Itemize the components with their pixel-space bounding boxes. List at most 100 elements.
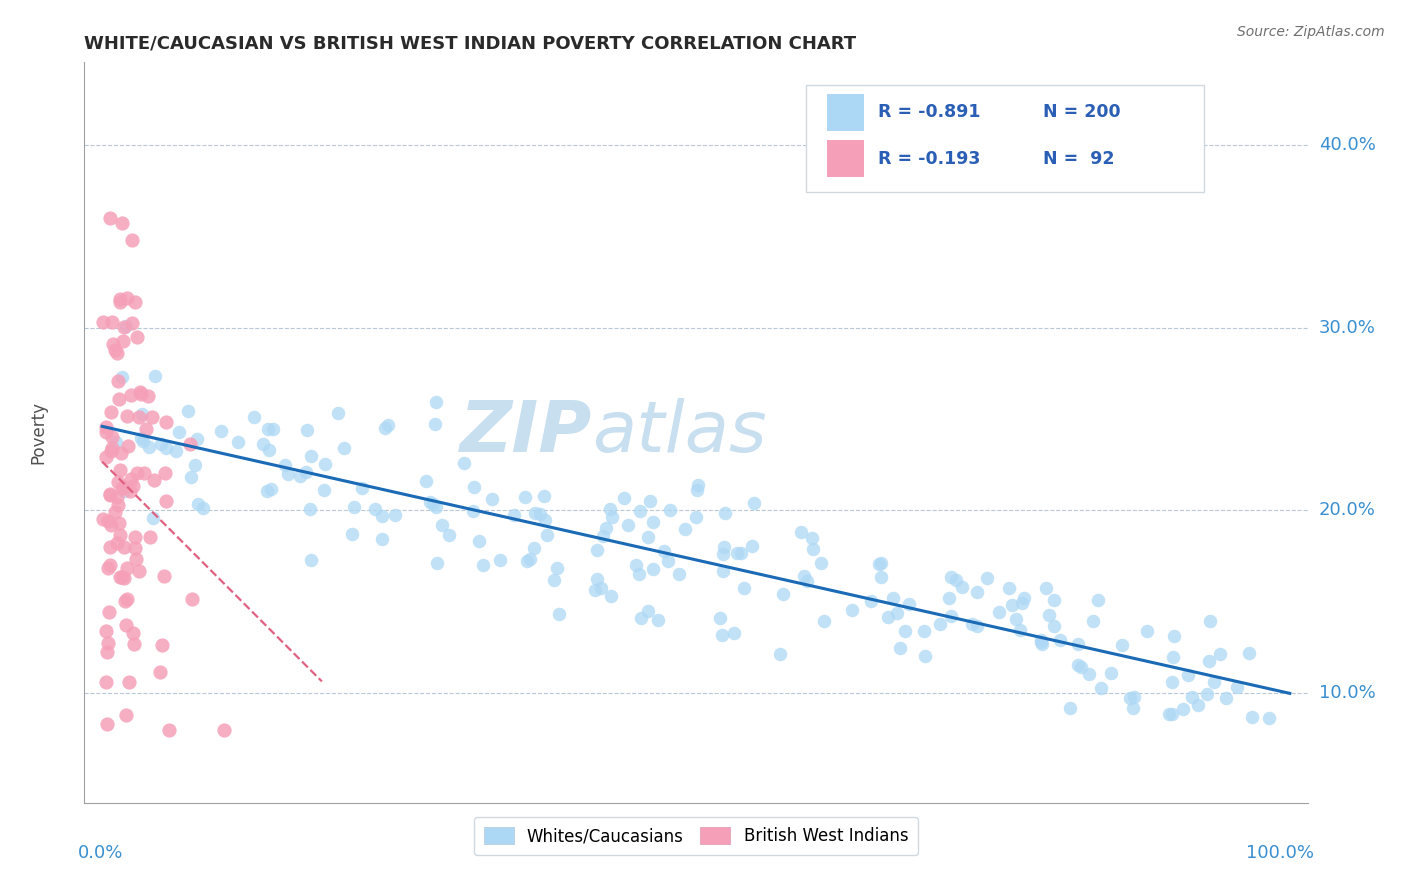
Point: [157, 723, 180, 737]
Point: [1177, 668, 1199, 682]
Point: [583, 583, 606, 598]
Point: [112, 319, 135, 334]
Bar: [827, 94, 863, 130]
Point: [125, 466, 148, 480]
Point: [1043, 592, 1066, 607]
Point: [91, 315, 114, 329]
Point: [425, 417, 447, 431]
Point: [589, 581, 612, 595]
Point: [1198, 654, 1220, 668]
Point: [641, 516, 664, 530]
Point: [122, 625, 145, 640]
Point: [1067, 658, 1090, 673]
Point: [1090, 681, 1112, 695]
Point: [252, 437, 274, 451]
Point: [426, 556, 449, 570]
Legend: Whites/Caucasians, British West Indians: Whites/Caucasians, British West Indians: [474, 817, 918, 855]
Point: [114, 594, 136, 608]
Point: [889, 640, 911, 655]
Point: [299, 552, 322, 566]
Text: N =  92: N = 92: [1043, 150, 1115, 168]
Point: [741, 540, 763, 554]
Point: [529, 507, 551, 521]
Point: [132, 434, 155, 448]
Point: [124, 541, 146, 555]
Point: [886, 606, 908, 620]
Point: [801, 531, 824, 545]
Point: [673, 522, 696, 536]
Point: [1099, 665, 1122, 680]
Point: [742, 496, 765, 510]
Point: [294, 465, 316, 479]
Point: [312, 483, 335, 497]
Point: [711, 628, 734, 642]
Point: [260, 482, 283, 496]
Point: [945, 573, 967, 587]
Point: [94, 675, 117, 690]
Point: [112, 540, 135, 554]
Point: [152, 638, 174, 652]
Point: [262, 422, 284, 436]
Point: [1008, 623, 1031, 637]
Point: [841, 603, 863, 617]
Point: [638, 494, 661, 508]
Point: [120, 472, 142, 486]
Point: [685, 510, 707, 524]
Point: [723, 626, 745, 640]
Point: [299, 449, 322, 463]
Point: [1195, 687, 1218, 701]
Point: [107, 475, 129, 490]
Point: [1011, 596, 1033, 610]
Point: [128, 564, 150, 578]
Point: [586, 572, 609, 586]
Text: N = 200: N = 200: [1043, 103, 1121, 121]
Point: [801, 541, 824, 556]
Point: [107, 536, 129, 550]
Point: [115, 409, 138, 424]
Point: [101, 441, 124, 455]
Text: R = -0.193: R = -0.193: [879, 150, 980, 168]
Point: [110, 445, 132, 459]
Point: [352, 481, 374, 495]
Point: [153, 466, 176, 480]
Point: [105, 490, 128, 504]
Point: [772, 587, 794, 601]
Point: [481, 491, 503, 506]
Point: [630, 611, 652, 625]
FancyBboxPatch shape: [806, 85, 1204, 192]
Point: [1241, 710, 1264, 724]
Point: [186, 433, 208, 447]
Point: [548, 607, 571, 621]
Point: [111, 570, 134, 584]
Point: [343, 500, 366, 514]
Point: [966, 619, 988, 633]
Point: [628, 504, 651, 518]
Point: [513, 490, 536, 504]
Point: [257, 422, 280, 436]
Point: [103, 337, 125, 351]
Point: [165, 443, 187, 458]
Point: [813, 614, 835, 628]
Point: [422, 497, 444, 511]
Point: [713, 541, 735, 555]
Point: [364, 501, 387, 516]
Point: [502, 508, 524, 522]
Point: [134, 466, 156, 480]
Point: [138, 531, 160, 545]
Point: [1049, 633, 1071, 648]
Point: [377, 418, 399, 433]
Point: [314, 458, 336, 472]
Point: [115, 618, 138, 632]
Point: [686, 483, 709, 497]
Point: [150, 437, 173, 451]
Point: [115, 292, 138, 306]
Point: [124, 295, 146, 310]
Point: [112, 484, 135, 499]
Point: [122, 636, 145, 650]
Text: Poverty: Poverty: [30, 401, 46, 464]
Point: [98, 487, 121, 501]
Point: [725, 546, 748, 560]
Point: [657, 554, 679, 568]
Point: [1226, 680, 1249, 694]
Point: [425, 395, 447, 409]
